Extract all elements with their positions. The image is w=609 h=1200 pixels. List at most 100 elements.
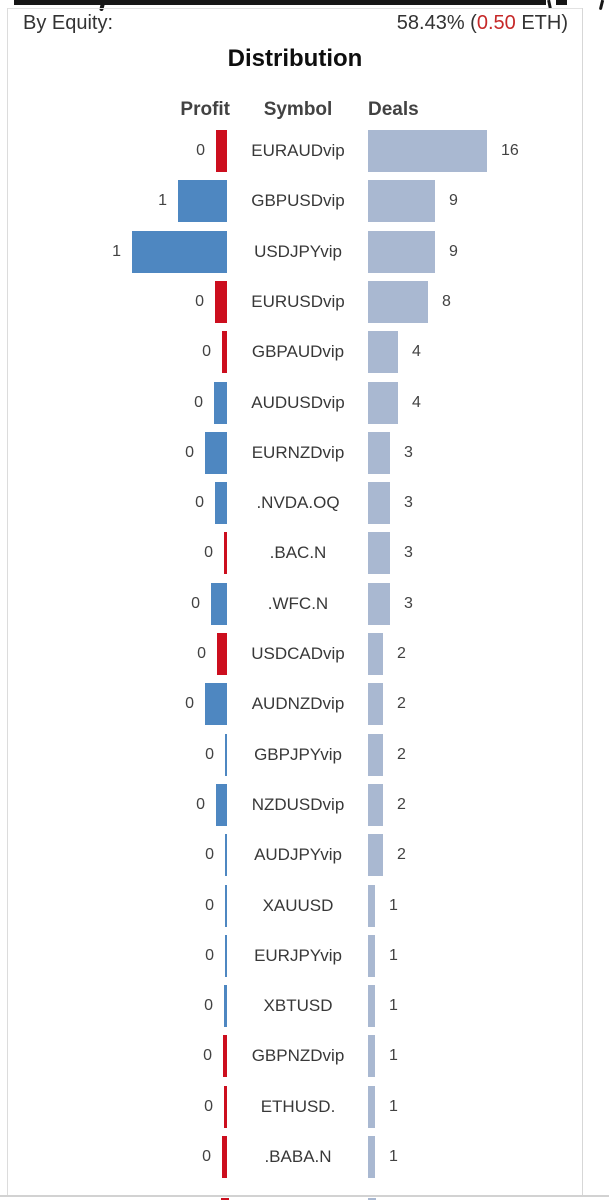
profit-bar <box>225 884 227 927</box>
chart-row: 0 EURJPYvip 1 <box>0 931 609 981</box>
deals-bar <box>368 582 390 625</box>
symbol-label: USDJPYvip <box>254 241 342 261</box>
deals-bar <box>368 230 435 273</box>
profit-bar <box>224 1085 227 1128</box>
chart-row: 0 EURAUDvip 16 <box>0 126 609 176</box>
deals-value: 2 <box>397 745 406 763</box>
deals-bar <box>368 834 383 877</box>
profit-bar <box>215 482 227 525</box>
profit-value: 0 <box>204 997 213 1015</box>
chart-row: 0 AUDNZDvip 2 <box>0 679 609 729</box>
chart-row: 0 XBTUSD 1 <box>0 981 609 1031</box>
equity-label: By Equity: <box>23 12 114 34</box>
profit-bar <box>214 381 227 424</box>
symbol-label: EURUSDvip <box>251 291 345 311</box>
section-divider <box>0 1195 609 1197</box>
symbol-label: AUDNZDvip <box>251 694 345 714</box>
symbol-label: GBPUSDvip <box>251 191 345 211</box>
chart-row: 0 .BABA.N 1 <box>0 1132 609 1182</box>
deals-bar <box>368 934 375 977</box>
profit-bar <box>215 280 227 323</box>
equity-row: By Equity: 58.43% (0.50 ETH) <box>0 10 609 38</box>
profit-value: 0 <box>204 1097 213 1115</box>
deals-bar <box>368 1085 375 1128</box>
profit-value: 0 <box>195 292 204 310</box>
chart-row: 0 XAUUSD 1 <box>0 881 609 931</box>
profit-value: 0 <box>205 946 214 964</box>
deals-value: 3 <box>404 594 413 612</box>
profit-value: 0 <box>191 594 200 612</box>
profit-value: 1 <box>158 192 167 210</box>
chart-row: 0 GBPAUDvip 4 <box>0 327 609 377</box>
profit-bar <box>217 633 227 675</box>
chart-row: 0 GBPNZDvip 1 <box>0 1031 609 1081</box>
card-border-right <box>582 8 583 1196</box>
deals-value: 2 <box>397 795 406 813</box>
deals-value: 3 <box>404 544 413 562</box>
profit-value: 0 <box>196 142 205 159</box>
profit-bar <box>225 733 227 776</box>
profit-value: 0 <box>185 443 194 461</box>
deals-bar <box>368 733 383 776</box>
symbol-label: AUDJPYvip <box>254 845 342 865</box>
profit-bar <box>224 985 227 1028</box>
symbol-label: XBTUSD <box>263 996 333 1016</box>
profit-bar <box>205 431 227 474</box>
card-border-left <box>7 8 8 1196</box>
deals-bar <box>368 783 383 826</box>
profit-value: 0 <box>203 1047 212 1065</box>
symbol-label: GBPAUDvip <box>251 342 345 362</box>
chart-row: 1 GBPUSDvip 9 <box>0 176 609 226</box>
deals-bar <box>368 1136 375 1178</box>
profit-bar <box>225 934 227 977</box>
profit-bar <box>222 331 227 374</box>
symbol-label: XAUUSD <box>262 895 334 915</box>
profit-value: 0 <box>205 745 214 763</box>
next-section-profit-bar-fragment <box>221 1198 229 1200</box>
symbol-label: GBPNZDvip <box>251 1046 345 1066</box>
profit-bar <box>222 1136 227 1178</box>
symbol-label: AUDUSDvip <box>251 392 345 412</box>
profit-bar <box>225 834 227 877</box>
symbol-label: NZDUSDvip <box>251 794 345 814</box>
deals-bar <box>368 180 435 223</box>
deals-value: 8 <box>442 292 451 310</box>
chart-row: 0 EURUSDvip 8 <box>0 277 609 327</box>
next-section-deals-bar-fragment <box>368 1198 376 1200</box>
deals-bar <box>368 130 487 172</box>
column-header-profit: Profit <box>180 99 230 120</box>
deals-value: 1 <box>389 1148 398 1165</box>
profit-bar <box>216 130 227 172</box>
deals-bar <box>368 331 398 374</box>
profit-bar <box>205 683 227 726</box>
profit-value: 0 <box>205 896 214 914</box>
chart-row: 0 .BAC.N 3 <box>0 528 609 578</box>
profit-value: 1 <box>112 242 121 260</box>
profit-value: 0 <box>196 795 205 813</box>
deals-value: 2 <box>397 645 406 662</box>
symbol-label: EURAUDvip <box>251 141 345 160</box>
chart-row: 0 AUDJPYvip 2 <box>0 830 609 880</box>
deals-value: 9 <box>449 192 458 210</box>
deals-value: 3 <box>404 443 413 461</box>
deals-value: 16 <box>501 142 519 159</box>
symbol-label: ETHUSD. <box>260 1096 336 1116</box>
profit-value: 0 <box>202 343 211 361</box>
profit-value: 0 <box>195 494 204 512</box>
symbol-label: .NVDA.OQ <box>256 493 340 513</box>
profit-value: 0 <box>194 393 203 411</box>
chart-row: 0 .NVDA.OQ 3 <box>0 478 609 528</box>
symbol-label: .BAC.N <box>269 543 327 563</box>
deals-value: 1 <box>389 1097 398 1115</box>
profit-bar <box>224 532 227 575</box>
profit-value: 0 <box>197 645 206 662</box>
profit-value: 0 <box>185 695 194 713</box>
symbol-label: USDCADvip <box>251 644 345 663</box>
profit-bar <box>178 180 227 223</box>
profit-bar <box>132 230 227 273</box>
symbol-label: EURNZDvip <box>251 442 345 462</box>
symbol-label: .BABA.N <box>264 1147 332 1166</box>
equity-value-highlight: 0.50 <box>476 12 516 34</box>
deals-bar <box>368 381 398 424</box>
